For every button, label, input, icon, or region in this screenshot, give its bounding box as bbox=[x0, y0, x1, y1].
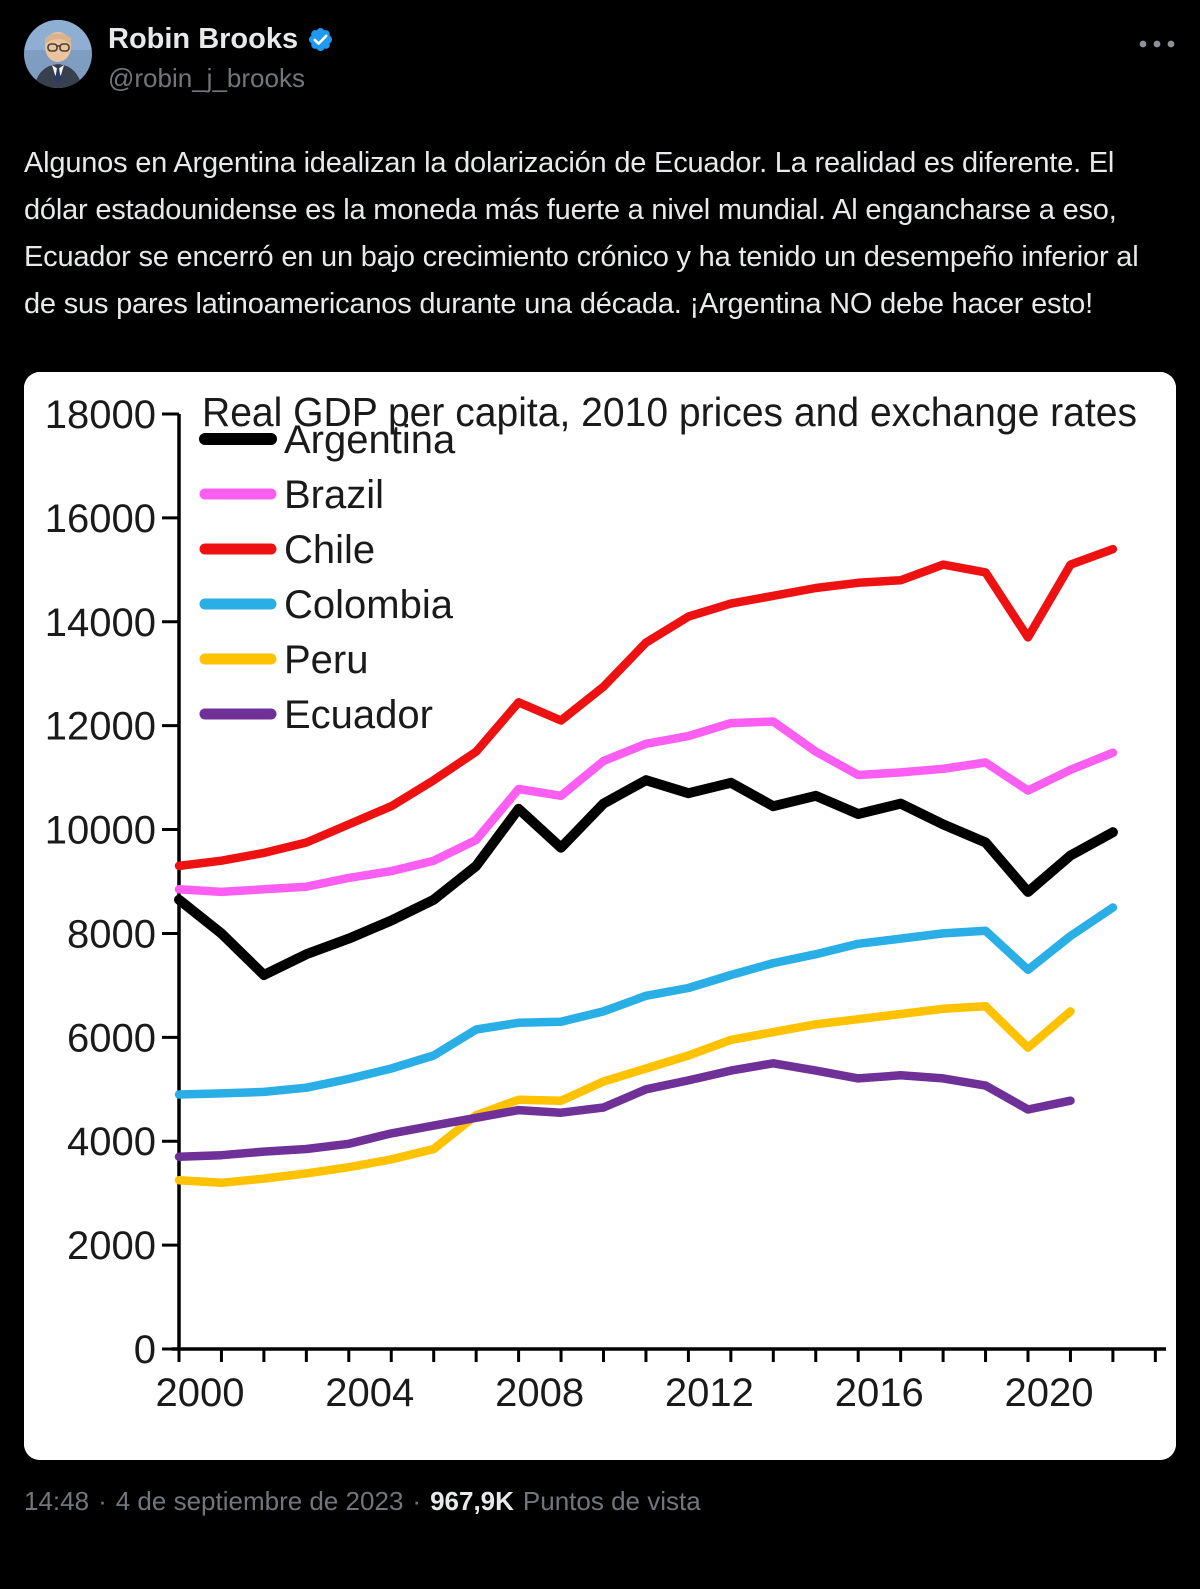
gdp-line-chart: 0200040006000800010000120001400016000180… bbox=[24, 372, 1176, 1460]
tweet-header: Robin Brooks @robin_j_brooks bbox=[24, 20, 1176, 94]
legend-item-peru: Peru bbox=[199, 638, 369, 682]
legend-label: Colombia bbox=[284, 583, 454, 627]
series-line-argentina bbox=[174, 775, 1118, 980]
timestamp: 14:48 bbox=[24, 1486, 90, 1516]
tweet-text: Algunos en Argentina idealizan la dolari… bbox=[24, 147, 1139, 320]
legend-label: Ecuador bbox=[284, 693, 433, 737]
separator-dot: · bbox=[412, 1486, 422, 1516]
x-tick-label: 2008 bbox=[495, 1371, 584, 1415]
y-tick-label: 14000 bbox=[45, 601, 156, 645]
y-tick-label: 6000 bbox=[67, 1016, 156, 1060]
legend-label: Brazil bbox=[284, 473, 384, 517]
x-tick-label: 2016 bbox=[835, 1371, 924, 1415]
chart-image[interactable]: 0 2000 4000 6000 8000 10000 12000 14000 16000 180… bbox=[24, 372, 1176, 1460]
x-tick-label: 2004 bbox=[325, 1371, 414, 1415]
tweet-date: 4 de septiembre de 2023 bbox=[115, 1486, 404, 1516]
tweet-meta: 14:48 · 4 de septiembre de 2023 · 967,9K… bbox=[24, 1486, 1176, 1517]
x-tick-label: 2012 bbox=[665, 1371, 754, 1415]
legend-item-argentina: Argentina bbox=[199, 418, 456, 462]
y-tick-label: 2000 bbox=[67, 1224, 156, 1268]
series-line-peru bbox=[174, 1001, 1075, 1188]
y-tick-label: 4000 bbox=[67, 1120, 156, 1164]
y-tick-label: 16000 bbox=[45, 497, 156, 541]
y-tick-label: 12000 bbox=[45, 705, 156, 749]
more-horizontal-icon bbox=[1139, 40, 1175, 48]
avatar-photo bbox=[24, 20, 92, 88]
separator-dot: · bbox=[98, 1486, 107, 1516]
legend-item-brazil: Brazil bbox=[199, 473, 384, 517]
series-line-chile bbox=[174, 544, 1118, 871]
x-tick-label: 2000 bbox=[156, 1371, 245, 1415]
legend-item-chile: Chile bbox=[199, 528, 375, 572]
series-line-brazil bbox=[174, 717, 1118, 897]
y-tick-label: 18000 bbox=[45, 393, 156, 437]
avatar[interactable] bbox=[24, 20, 92, 88]
views-label: Puntos de vista bbox=[522, 1486, 701, 1516]
legend-item-ecuador: Ecuador bbox=[199, 693, 433, 737]
more-button[interactable] bbox=[1138, 20, 1176, 54]
verified-badge-icon bbox=[307, 26, 334, 53]
y-tick-label: 8000 bbox=[67, 912, 156, 956]
legend-label: Peru bbox=[284, 638, 369, 682]
legend-item-colombia: Colombia bbox=[199, 583, 454, 627]
user-handle[interactable]: @robin_j_brooks bbox=[108, 63, 305, 93]
chart-axes: 0200040006000800010000120001400016000180… bbox=[45, 393, 1166, 1415]
views-count: 967,9K bbox=[430, 1486, 514, 1516]
display-name[interactable]: Robin Brooks bbox=[108, 23, 299, 55]
x-tick-label: 2020 bbox=[1005, 1371, 1094, 1415]
chart-legend: Argentina Brazil Chile Colombia Peru Ecuador bbox=[199, 418, 456, 737]
chart-title: Real GDP per capita, 2010 prices and exc… bbox=[202, 389, 1137, 435]
series-line-colombia bbox=[174, 903, 1118, 1099]
series-line-ecuador bbox=[174, 1059, 1075, 1162]
legend-label: Argentina bbox=[284, 418, 456, 462]
y-tick-label: 10000 bbox=[45, 809, 156, 853]
legend-label: Chile bbox=[284, 528, 375, 572]
y-tick-label: 0 bbox=[134, 1328, 156, 1372]
user-identity: Robin Brooks @robin_j_brooks bbox=[108, 20, 334, 94]
tweet-card: Robin Brooks @robin_j_brooks Algunos en … bbox=[24, 20, 1176, 1517]
